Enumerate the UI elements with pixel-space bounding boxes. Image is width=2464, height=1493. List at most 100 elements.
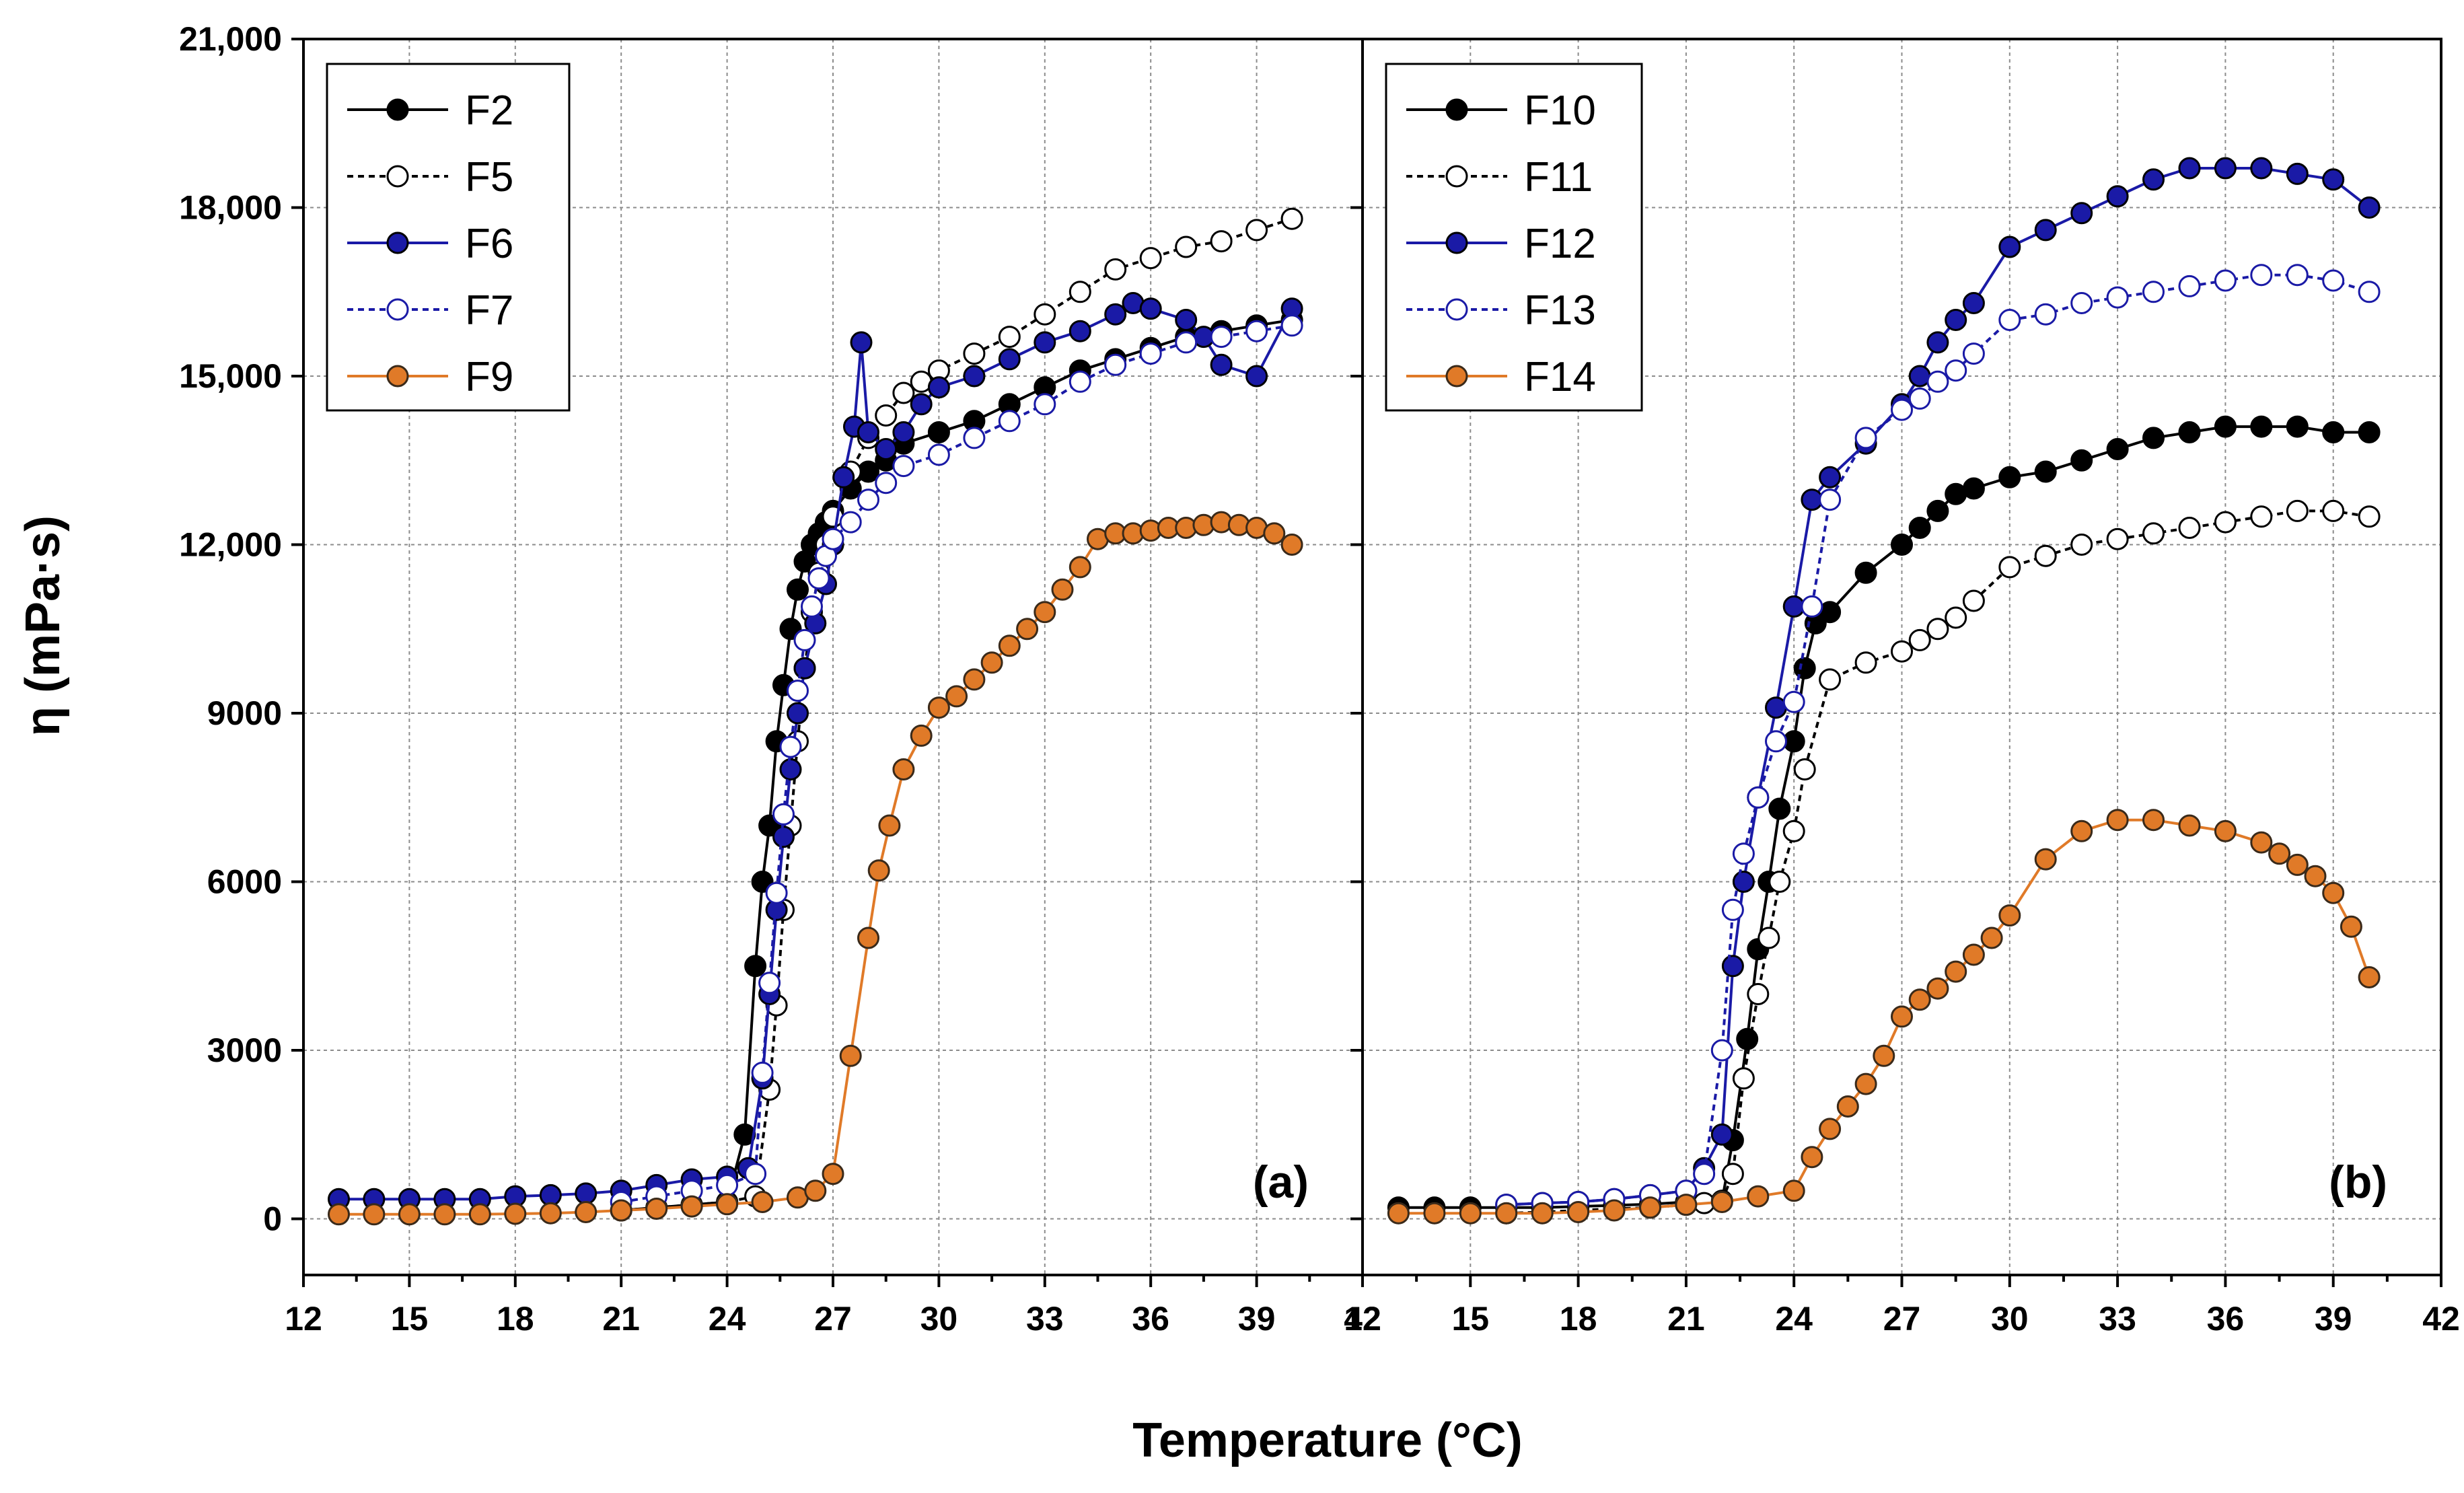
data-point-f13 [1926,370,1949,393]
data-point-f7 [1068,370,1091,393]
panel-label: (a) [1253,1157,1309,1208]
data-point-f9 [610,1199,632,1222]
data-point-f6 [1210,353,1233,376]
data-point-f11 [1854,651,1877,674]
data-point-f7 [1245,320,1268,342]
data-point-f14 [1782,1179,1805,1202]
data-point-f14 [2142,809,2165,832]
legend-item-f14: F14 [1406,354,1596,400]
legend-label: F14 [1524,354,1596,400]
data-point-f11 [2358,505,2381,528]
x-tick-label: 15 [391,1300,429,1338]
legend-marker [1445,298,1468,321]
data-point-f13 [2178,275,2201,297]
legend: F10 F11 F12 F13 F14 [1385,63,1643,412]
data-point-f5 [1034,303,1056,326]
legend-label: F7 [465,287,513,334]
x-tick-label: 42 [2422,1300,2460,1338]
data-point-f12 [2106,185,2129,208]
panel-b: 12 15 18 21 24 27 30 33 36 39 42 F10 F11 F12 F13 F14 (b) [1344,38,2460,1338]
data-point-f5 [892,381,915,404]
data-point-f6 [1245,365,1268,388]
data-point-f14 [1603,1199,1626,1222]
data-point-f9 [963,668,986,691]
data-point-f14 [2214,820,2237,842]
data-point-f9 [504,1202,527,1225]
data-point-f7 [1104,353,1127,376]
x-tick-label: 12 [285,1300,322,1338]
data-point-f14 [1801,1146,1823,1169]
y-tick-label: 18,000 [179,189,282,227]
data-point-f13 [2106,286,2129,309]
legend: F2 F5 F6 F7 F9 [326,63,571,412]
data-point-f5 [998,326,1021,349]
legend-item-f12: F12 [1406,221,1596,267]
data-point-f10 [1793,657,1816,680]
x-tick-label: 12 [1344,1300,1381,1338]
data-point-f9 [716,1193,739,1216]
data-point-f13 [2286,264,2309,287]
data-point-f14 [1531,1202,1554,1225]
data-point-f6 [892,421,915,443]
data-point-f13 [1693,1163,1716,1186]
data-point-f10 [1926,499,1949,522]
data-point-f14 [1962,943,1985,966]
data-point-f11 [2214,511,2237,534]
data-point-f6 [963,365,986,388]
data-point-f14 [2304,865,2327,887]
x-axis: 12 15 18 21 24 27 30 33 36 39 42 [1344,1275,2460,1338]
data-point-f14 [1945,960,1967,983]
y-tick-label: 9000 [207,694,282,732]
series-f6 [328,292,1303,1210]
legend-marker [386,165,409,188]
data-point-f10 [2322,421,2345,443]
data-point-f5 [1210,230,1233,253]
legend-item-f10: F10 [1406,87,1596,134]
x-axis: 12 15 18 21 24 27 30 33 36 39 42 [285,1275,1381,1338]
panel-a: 12 15 18 21 24 27 30 33 36 39 42 0 3000 6000 9000 12,00… [179,20,1381,1338]
data-point-f7 [1210,326,1233,349]
data-point-f7 [787,680,809,702]
legend-item-f2: F2 [347,87,513,134]
data-point-f6 [1175,309,1198,331]
data-point-f5 [963,342,986,365]
data-point-f6 [832,466,855,488]
legend-item-f9: F9 [347,354,513,400]
x-tick-label: 18 [1560,1300,1597,1338]
data-point-f14 [1567,1201,1590,1223]
data-point-f13 [2250,264,2273,287]
data-point-f10 [2286,415,2309,438]
x-tick-label: 18 [497,1300,534,1338]
x-tick-label: 24 [709,1300,746,1338]
data-point-f9 [857,926,879,949]
data-point-f11 [1721,1163,1744,1186]
data-point-f11 [2322,499,2345,522]
data-point-f11 [1747,983,1770,1005]
data-point-f6 [998,348,1021,371]
data-point-f14 [1747,1185,1770,1208]
data-point-f10 [1962,477,1985,500]
data-point-f9 [998,634,1021,657]
y-tick-label: 3000 [207,1031,282,1069]
data-point-f2 [744,955,767,978]
data-point-f9 [1068,556,1091,579]
data-point-f10 [1854,561,1877,584]
legend-label: F12 [1524,221,1596,267]
x-tick-label: 33 [1026,1300,1064,1338]
data-point-f12 [2250,157,2273,180]
data-point-f10 [2034,460,2057,483]
data-point-f7 [1280,314,1303,337]
data-point-f11 [1962,589,1985,612]
data-point-f13 [2214,269,2237,292]
data-point-f11 [2106,527,2129,550]
x-tick-label: 42 [1344,1300,1381,1338]
data-point-f13 [1721,898,1744,921]
data-point-f11 [1891,640,1913,663]
data-point-f13 [1710,1039,1733,1062]
data-point-f13 [1962,342,1985,365]
data-point-f14 [1675,1194,1698,1216]
data-point-f13 [2358,281,2381,303]
data-point-f7 [857,488,879,511]
data-point-f12 [2322,168,2345,191]
